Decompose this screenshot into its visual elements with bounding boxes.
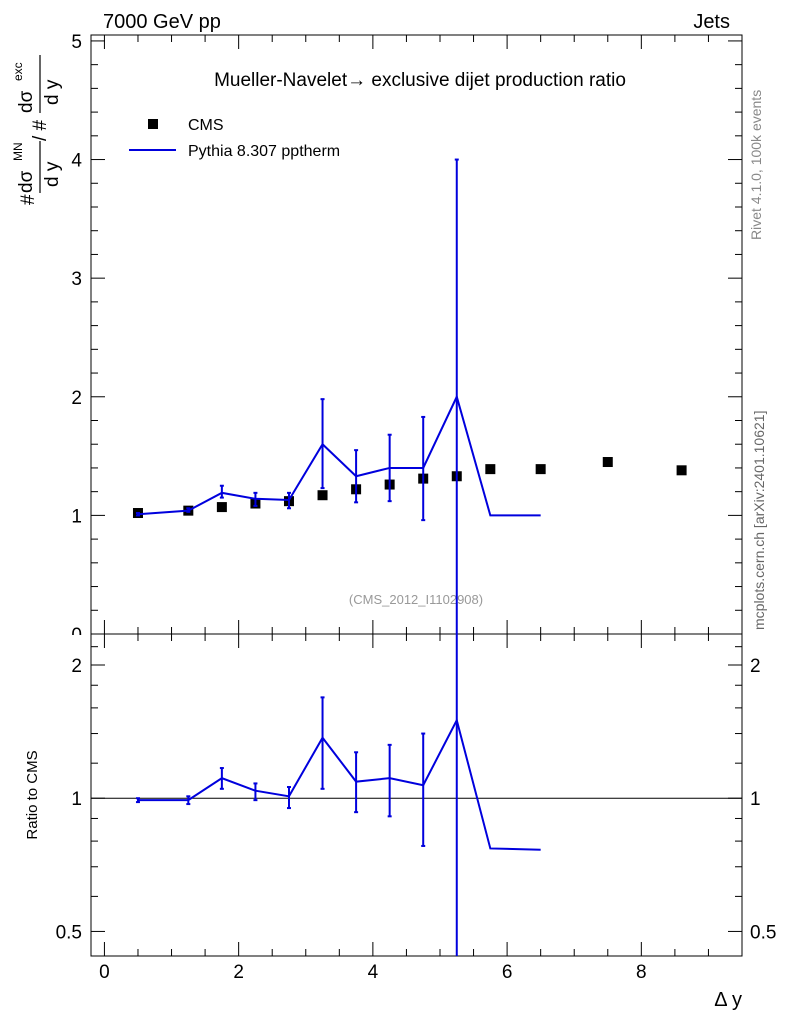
y-label-num-dy: d y: [42, 161, 63, 187]
x-tick-label: 0: [99, 962, 110, 983]
x-tick-label: 4: [368, 962, 379, 983]
cms-data-point: [676, 465, 687, 476]
y-zero-label-clip: [60, 635, 90, 647]
y-axis-label: # dσ MN d y / # dσ exc d y: [11, 55, 63, 205]
y-label-den-dy: d y: [42, 79, 63, 105]
y-tick-label: 1: [71, 506, 82, 527]
legend-label-cms: CMS: [188, 117, 224, 134]
y-label-num-sup: MN: [11, 142, 25, 161]
y-label-num-dsigma: dσ: [16, 170, 37, 193]
ratio-y-tick-label-right: 2: [750, 656, 761, 677]
x-axis-label: Δ y: [714, 989, 742, 1011]
y-label-prefix: #: [18, 194, 39, 205]
y-label-middle: / #: [30, 119, 51, 141]
category-label: Jets: [693, 11, 730, 33]
ratio-y-tick-label-right: 0.5: [750, 922, 776, 943]
y-tick-label: 5: [71, 32, 82, 53]
ratio-y-tick-label-left: 1: [71, 789, 82, 810]
rivet-version-label: Rivet 4.1.0, 100k events: [748, 90, 764, 240]
cms-data-point: [317, 490, 328, 501]
ratio-y-label: Ratio to CMS: [24, 750, 41, 839]
cms-data-point: [216, 502, 227, 513]
analysis-id: (CMS_2012_I1102908): [349, 592, 483, 607]
cms-data-point: [535, 464, 546, 475]
x-tick-label: 6: [502, 962, 513, 983]
ratio-panel-frame: [90, 633, 743, 957]
y-tick-label: 2: [71, 388, 82, 409]
y-label-den-sup: exc: [11, 62, 25, 81]
ratio-plot-marks: [91, 634, 742, 956]
mcplots-label: mcplots.cern.ch [arXiv:2401.10621]: [751, 411, 767, 630]
ratio-line: [137, 717, 541, 851]
pythia-line: [137, 393, 541, 517]
legend-marker-cms: [148, 119, 158, 129]
ratio-y-tick-label-right: 1: [750, 789, 761, 810]
y-tick-label: 4: [71, 151, 82, 172]
ratio-y-tick-label-left: 0.5: [56, 922, 82, 943]
ratio-y-tick-label-left: 2: [71, 656, 82, 677]
y-label-den-dsigma: dσ: [16, 90, 37, 113]
x-tick-label: 2: [233, 962, 244, 983]
main-plot-marks: [132, 158, 687, 634]
legend-label-pythia: Pythia 8.307 pptherm: [188, 143, 340, 160]
cms-data-point: [485, 464, 496, 475]
chart-title: Mueller-Navelet→ exclusive dijet product…: [214, 70, 626, 91]
energy-label: 7000 GeV pp: [103, 11, 221, 33]
x-tick-label: 8: [636, 962, 647, 983]
y-tick-label: 3: [71, 269, 82, 290]
cms-data-point: [602, 457, 613, 468]
